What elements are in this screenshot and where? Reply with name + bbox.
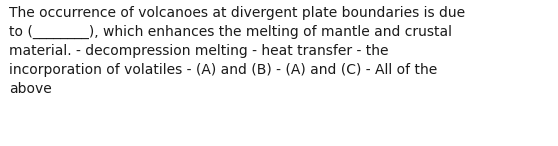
Text: The occurrence of volcanoes at divergent plate boundaries is due
to (________), : The occurrence of volcanoes at divergent… bbox=[9, 6, 465, 96]
